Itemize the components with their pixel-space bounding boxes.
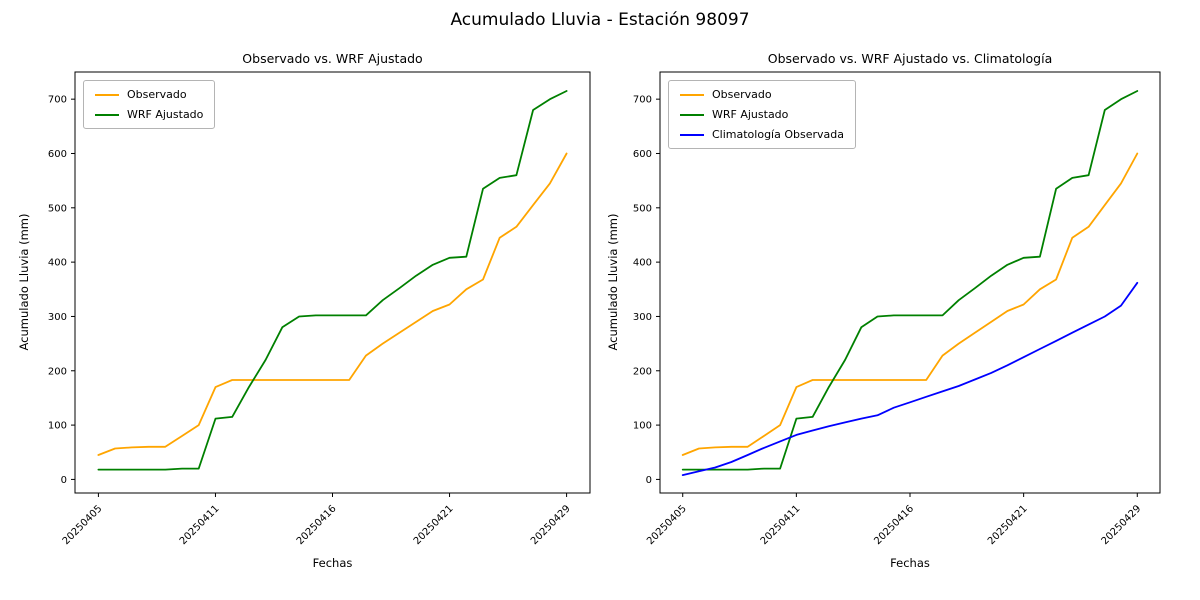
y-tick-label: 400 [48, 258, 67, 269]
legend-label: Observado [712, 88, 772, 101]
legend-line-swatch [680, 93, 704, 96]
x-tick-label: 20250416 [295, 503, 339, 547]
left-plot-area: 0 100 200 300 400 500 600 700 20250405 20250411 20… [48, 71, 591, 547]
series-line-climatología-observada [681, 281, 1139, 477]
y-tick-label: 100 [48, 421, 67, 432]
x-tick-label: 20250405 [645, 503, 689, 547]
series-line-wrf-ajustado [681, 90, 1139, 471]
legend-label: WRF Ajustado [127, 108, 204, 121]
y-tick-label: 500 [48, 203, 67, 214]
axes-box [74, 71, 591, 494]
series-line-observado [681, 152, 1139, 456]
legend-label: Climatología Observada [712, 128, 844, 141]
legend-item: Observado [680, 88, 844, 101]
x-tick-label: 20250429 [1100, 503, 1144, 547]
y-tick-label: 400 [633, 258, 652, 269]
y-tick-label: 700 [633, 95, 652, 106]
legend-item: Climatología Observada [680, 128, 844, 141]
figure-title: Acumulado Lluvia - Estación 98097 [450, 10, 750, 30]
chart-title: Observado vs. WRF Ajustado [242, 51, 423, 66]
x-tick-label: 20250405 [61, 503, 105, 547]
legend-item: WRF Ajustado [680, 108, 844, 121]
y-tick-label: 200 [48, 366, 67, 377]
y-tick-label: 0 [61, 475, 67, 486]
legend: Observado WRF Ajustado [83, 80, 216, 129]
y-tick-label: 100 [633, 421, 652, 432]
legend: Observado WRF Ajustado Climatología Observ… [668, 80, 856, 149]
legend-label: Observado [127, 88, 187, 101]
legend-line-swatch [95, 93, 119, 96]
x-tick-label: 20250416 [872, 503, 916, 547]
y-tick-label: 0 [646, 475, 652, 486]
legend-line-swatch [680, 113, 704, 116]
x-tick-label: 20250411 [178, 503, 222, 547]
x-tick-label: 20250421 [986, 503, 1030, 547]
y-tick-label: 700 [48, 95, 67, 106]
right-plot-area: 0 100 200 300 400 500 600 700 20250405 20250411 20… [633, 71, 1161, 547]
legend-line-swatch [680, 133, 704, 136]
y-tick-label: 300 [48, 312, 67, 323]
legend-label: WRF Ajustado [712, 108, 789, 121]
series-line-observado [97, 152, 568, 456]
legend-line-swatch [95, 113, 119, 116]
y-tick-label: 200 [633, 366, 652, 377]
chart-title: Observado vs. WRF Ajustado vs. Climatolo… [767, 51, 1053, 66]
x-tick-label: 20250421 [412, 503, 456, 547]
y-tick-label: 500 [633, 203, 652, 214]
x-axis-label: Fechas [890, 556, 930, 570]
x-tick-label: 20250411 [759, 503, 803, 547]
y-tick-label: 600 [48, 149, 67, 160]
series-line-wrf-ajustado [97, 90, 568, 471]
y-tick-label: 600 [633, 149, 652, 160]
x-axis-label: Fechas [312, 556, 353, 570]
y-tick-label: 300 [633, 312, 652, 323]
chart-observado-wrf-climatologia: Observado vs. WRF Ajustado vs. Climatolo… [600, 0, 1200, 600]
legend-item: WRF Ajustado [95, 108, 203, 121]
x-tick-label: 20250429 [529, 503, 573, 547]
legend-item: Observado [95, 88, 203, 101]
chart-observado-wrf: Observado vs. WRF Ajustado Acumulado Llu… [17, 51, 591, 570]
